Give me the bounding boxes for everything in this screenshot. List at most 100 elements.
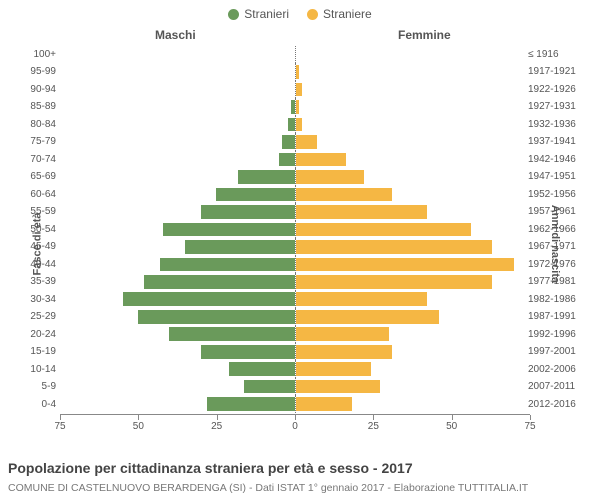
header-right: Femmine (398, 28, 451, 42)
age-label: 90-94 (20, 81, 56, 98)
birth-year-label: 1987-1991 (528, 308, 578, 325)
pyramid-row (60, 256, 530, 273)
female-bar (296, 118, 302, 132)
female-bar (296, 65, 299, 79)
birth-year-label: 1952-1956 (528, 186, 578, 203)
birth-year-label: 1927-1931 (528, 98, 578, 115)
birth-year-label: 1937-1941 (528, 133, 578, 150)
female-bar (296, 345, 393, 359)
birth-year-label: 1932-1936 (528, 116, 578, 133)
male-bar (169, 327, 294, 341)
age-label: 25-29 (20, 308, 56, 325)
female-bar (296, 380, 380, 394)
age-label: 5-9 (20, 378, 56, 395)
age-label: 35-39 (20, 273, 56, 290)
female-bar (296, 310, 440, 324)
birth-year-label: 1957-1961 (528, 203, 578, 220)
female-bar (296, 275, 493, 289)
birth-year-label: 1942-1946 (528, 151, 578, 168)
pyramid-row (60, 308, 530, 325)
age-label: 80-84 (20, 116, 56, 133)
pyramid-row (60, 98, 530, 115)
birth-year-label: 1982-1986 (528, 291, 578, 308)
pyramid-row (60, 81, 530, 98)
male-bar (123, 292, 295, 306)
female-bar (296, 327, 390, 341)
female-bar (296, 240, 493, 254)
legend: Stranieri Straniere (0, 0, 600, 28)
male-bar (201, 345, 295, 359)
birth-year-label: 1962-1966 (528, 221, 578, 238)
x-axis: 7550250255075 (60, 414, 530, 441)
age-label: 0-4 (20, 396, 56, 413)
age-label: 50-54 (20, 221, 56, 238)
column-headers: Maschi Femmine (0, 28, 600, 46)
female-bar (296, 397, 352, 411)
birth-year-label: 1977-1981 (528, 273, 578, 290)
female-bar (296, 188, 393, 202)
legend-item-male: Stranieri (228, 7, 289, 21)
female-bar (296, 153, 346, 167)
birth-year-label: 1922-1926 (528, 81, 578, 98)
male-bar (163, 223, 294, 237)
female-bar (296, 100, 299, 114)
female-bar (296, 223, 471, 237)
birth-year-label: 2007-2011 (528, 378, 578, 395)
male-bar (229, 362, 295, 376)
pyramid-row (60, 326, 530, 343)
birth-year-label: 1972-1976 (528, 256, 578, 273)
legend-item-female: Straniere (307, 7, 372, 21)
pyramid-row (60, 221, 530, 238)
birth-year-label: 1992-1996 (528, 326, 578, 343)
age-label: 100+ (20, 46, 56, 63)
legend-swatch-male (228, 9, 239, 20)
pyramid-row (60, 151, 530, 168)
birth-year-label: 1997-2001 (528, 343, 578, 360)
male-bar (201, 205, 295, 219)
chart-subtitle: COMUNE DI CASTELNUOVO BERARDENGA (SI) - … (8, 482, 528, 494)
male-bar (238, 170, 294, 184)
female-bar (296, 205, 427, 219)
birth-year-label: 1967-1971 (528, 238, 578, 255)
birth-year-label: 1947-1951 (528, 168, 578, 185)
age-label: 60-64 (20, 186, 56, 203)
chart-area: Fasce di età Anni di nascita 75502502550… (0, 46, 600, 441)
pyramid-row (60, 46, 530, 63)
pyramid-row (60, 116, 530, 133)
male-bar (185, 240, 294, 254)
pyramid-row (60, 378, 530, 395)
female-bar (296, 292, 427, 306)
age-label: 15-19 (20, 343, 56, 360)
age-label: 70-74 (20, 151, 56, 168)
pyramid-row (60, 360, 530, 377)
pyramid-rows (60, 46, 530, 413)
age-label: 10-14 (20, 361, 56, 378)
pyramid-row (60, 343, 530, 360)
birth-year-label: 2012-2016 (528, 396, 578, 413)
male-bar (138, 310, 294, 324)
age-label: 55-59 (20, 203, 56, 220)
pyramid-row (60, 133, 530, 150)
male-bar (160, 258, 294, 272)
legend-swatch-female (307, 9, 318, 20)
birth-year-label: 1917-1921 (528, 63, 578, 80)
pyramid-row (60, 186, 530, 203)
header-left: Maschi (155, 28, 196, 42)
male-bar (244, 380, 294, 394)
legend-label-female: Straniere (323, 7, 372, 21)
age-label: 45-49 (20, 238, 56, 255)
pyramid-row (60, 203, 530, 220)
pyramid-row (60, 238, 530, 255)
male-bar (279, 153, 295, 167)
age-label: 85-89 (20, 98, 56, 115)
age-label: 20-24 (20, 326, 56, 343)
chart-title: Popolazione per cittadinanza straniera p… (8, 460, 413, 476)
age-label: 65-69 (20, 168, 56, 185)
male-bar (291, 100, 294, 114)
female-bar (296, 135, 318, 149)
female-bar (296, 83, 302, 97)
male-bar (282, 135, 295, 149)
pyramid-row (60, 273, 530, 290)
male-bar (207, 397, 295, 411)
birth-year-label: 2002-2006 (528, 361, 578, 378)
